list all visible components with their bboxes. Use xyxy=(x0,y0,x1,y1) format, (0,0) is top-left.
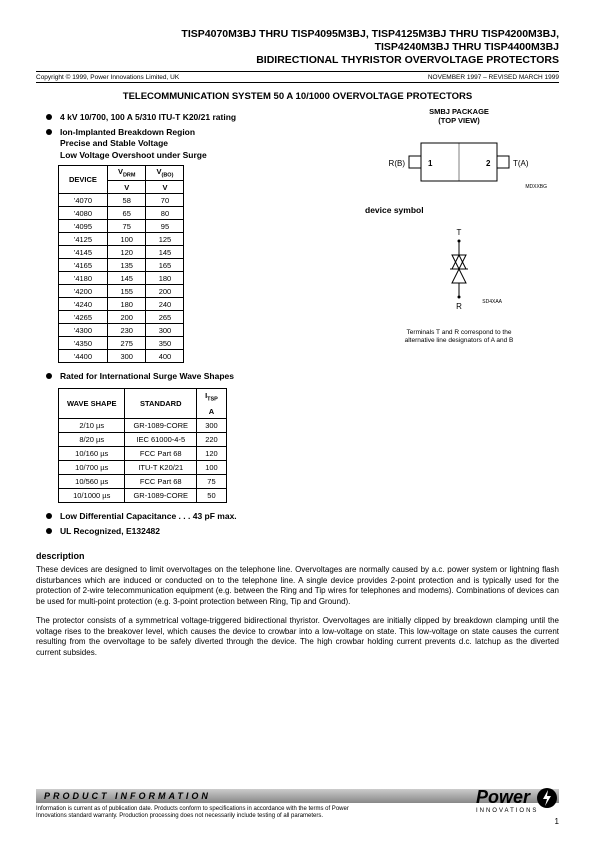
svg-text:R: R xyxy=(456,302,462,311)
table-row: 2/10 µsGR-1089-CORE300 xyxy=(59,418,227,432)
header-standard: STANDARD xyxy=(125,389,197,419)
bullet-3: Rated for International Surge Wave Shape… xyxy=(46,371,341,382)
bullet-icon xyxy=(46,114,52,120)
bullet-2-text: Ion-Implanted Breakdown Region Precise a… xyxy=(60,127,207,160)
table-row: '4180145180 xyxy=(59,272,184,285)
table-row: '4165135165 xyxy=(59,259,184,272)
right-column: SMBJ PACKAGE (TOP VIEW) R(B) 1 T(A) 2 MD… xyxy=(359,108,559,540)
bullet-2: Ion-Implanted Breakdown Region Precise a… xyxy=(46,127,341,160)
page-number: 1 xyxy=(555,817,559,826)
table-row: 10/1000 µsGR-1089-CORE50 xyxy=(59,488,227,502)
title-line-3: BIDIRECTIONAL THYRISTOR OVERVOLTAGE PROT… xyxy=(36,54,559,67)
header-device: DEVICE xyxy=(59,165,108,194)
table-row: '40705870 xyxy=(59,194,184,207)
footer: PRODUCT INFORMATION Information is curre… xyxy=(36,789,559,820)
bullet-5-text: UL Recognized, E132482 xyxy=(60,526,160,537)
table-row: '4265200265 xyxy=(59,311,184,324)
section-header: TELECOMMUNICATION SYSTEM 50 A 10/1000 OV… xyxy=(36,91,559,102)
table-row: '4145120145 xyxy=(59,246,184,259)
table-header-row: DEVICE VDRM V(BO) xyxy=(59,165,184,181)
left-column: 4 kV 10/700, 100 A 5/310 ITU-T K20/21 ra… xyxy=(36,108,341,540)
wave-table: WAVE SHAPE STANDARD ITSP A 2/10 µsGR-108… xyxy=(58,388,227,503)
unit-a: A xyxy=(197,405,227,419)
main-columns: 4 kV 10/700, 100 A 5/310 ITU-T K20/21 ra… xyxy=(36,108,559,540)
table-row: '40806580 xyxy=(59,207,184,220)
bullet-1: 4 kV 10/700, 100 A 5/310 ITU-T K20/21 ra… xyxy=(46,112,341,123)
unit-v2: V xyxy=(146,181,184,194)
table-row: 10/160 µsFCC Part 68120 xyxy=(59,446,227,460)
table-row: '4200155200 xyxy=(59,285,184,298)
svg-text:T: T xyxy=(457,228,462,237)
table-row: '40957595 xyxy=(59,220,184,233)
header-itsp: ITSP xyxy=(197,389,227,405)
description-p2: The protector consists of a symmetrical … xyxy=(36,616,559,659)
lightning-icon xyxy=(535,786,559,810)
device-symbol-label: device symbol xyxy=(365,205,559,215)
copyright-text: Copyright © 1999, Power Innovations Limi… xyxy=(36,74,179,81)
terminal-note: Terminals T and R correspond to the alte… xyxy=(359,329,559,345)
svg-text:T(A): T(A) xyxy=(513,159,529,168)
footer-bar-text: PRODUCT INFORMATION xyxy=(44,791,211,801)
title-line-2: TISP4240M3BJ THRU TISP4400M3BJ xyxy=(36,41,559,54)
footer-logo: Power INNOVATIONS xyxy=(476,786,559,814)
bullet-1-text: 4 kV 10/700, 100 A 5/310 ITU-T K20/21 ra… xyxy=(60,112,236,123)
svg-text:MDXXBG: MDXXBG xyxy=(525,184,547,190)
header-vbo: V(BO) xyxy=(146,165,184,181)
copyright-row: Copyright © 1999, Power Innovations Limi… xyxy=(36,71,559,83)
svg-text:1: 1 xyxy=(428,159,433,168)
package-label: SMBJ PACKAGE (TOP VIEW) xyxy=(359,108,559,125)
table-row: '4300230300 xyxy=(59,324,184,337)
svg-text:SD4XAA: SD4XAA xyxy=(482,299,502,305)
table-row: '4240180240 xyxy=(59,298,184,311)
bullet-icon xyxy=(46,513,52,519)
device-symbol-diagram: T R SD4XAA xyxy=(414,225,504,325)
unit-v1: V xyxy=(107,181,146,194)
title-line-1: TISP4070M3BJ THRU TISP4095M3BJ, TISP4125… xyxy=(36,28,559,41)
bullet-icon xyxy=(46,528,52,534)
table-row: '4400300400 xyxy=(59,350,184,363)
table-row: 8/20 µsIEC 61000-4-5220 xyxy=(59,432,227,446)
package-diagram: R(B) 1 T(A) 2 MDXXBG xyxy=(369,131,549,191)
bullet-5: UL Recognized, E132482 xyxy=(46,526,341,537)
bullet-4: Low Differential Capacitance . . . 43 pF… xyxy=(46,511,341,522)
table-row: '4125100125 xyxy=(59,233,184,246)
footer-disclaimer: Information is current as of publication… xyxy=(36,806,356,820)
header-wave: WAVE SHAPE xyxy=(59,389,125,419)
device-table: DEVICE VDRM V(BO) V V '40705870'40806580… xyxy=(58,165,184,364)
description-heading: description xyxy=(36,551,559,561)
bullet-icon xyxy=(46,373,52,379)
bullet-4-text: Low Differential Capacitance . . . 43 pF… xyxy=(60,511,237,522)
table-row: 10/560 µsFCC Part 6875 xyxy=(59,474,227,488)
bullet-3-text: Rated for International Surge Wave Shape… xyxy=(60,371,234,382)
header-vdrm: VDRM xyxy=(107,165,146,181)
table-row: '4350275350 xyxy=(59,337,184,350)
title-block: TISP4070M3BJ THRU TISP4095M3BJ, TISP4125… xyxy=(36,28,559,67)
bullet-icon xyxy=(46,129,52,135)
revision-text: NOVEMBER 1997 – REVISED MARCH 1999 xyxy=(428,74,559,81)
svg-text:2: 2 xyxy=(486,159,491,168)
table-row: 10/700 µsITU-T K20/21100 xyxy=(59,460,227,474)
description-p1: These devices are designed to limit over… xyxy=(36,565,559,608)
table-header-row: WAVE SHAPE STANDARD ITSP xyxy=(59,389,227,405)
svg-text:R(B): R(B) xyxy=(389,159,406,168)
